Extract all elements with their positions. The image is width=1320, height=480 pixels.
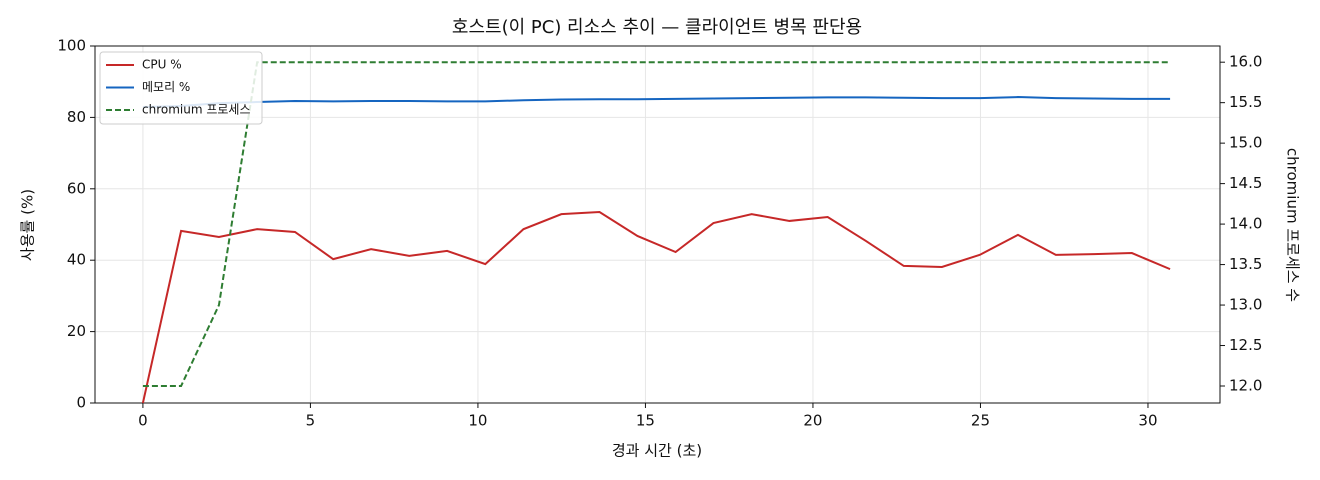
x-tick-label: 5: [306, 412, 316, 430]
y2-tick-label: 13.0: [1229, 296, 1262, 314]
y2-axis-label: chromium 프로세스 수: [1284, 148, 1302, 302]
x-tick-label: 25: [971, 412, 990, 430]
x-tick-label: 20: [803, 412, 822, 430]
x-tick-label: 10: [468, 412, 487, 430]
legend-label: chromium 프로세스: [142, 103, 251, 117]
y2-tick-label: 14.0: [1229, 215, 1262, 233]
y-axis-label: 사용률 (%): [19, 189, 37, 261]
x-tick-label: 0: [138, 412, 148, 430]
series-line: [142, 96, 1171, 109]
y2-tick-label: 15.5: [1229, 93, 1262, 111]
legend: CPU % 메모리 % chromium 프로세스: [99, 51, 263, 125]
y2-tick-label: 12.0: [1229, 377, 1262, 395]
x-axis-label: 경과 시간 (초): [612, 442, 702, 460]
legend-label: 메모리 %: [142, 80, 190, 94]
chart-title: 호스트(이 PC) 리소스 추이 — 클라이언트 병목 판단용: [452, 17, 862, 38]
y-tick-label: 100: [57, 37, 86, 55]
y-tick-label: 60: [67, 179, 86, 197]
series-line: [142, 61, 1171, 387]
legend-box: [99, 51, 263, 125]
y2-tick-label: 15.0: [1229, 134, 1262, 152]
x-tick-label: 15: [636, 412, 655, 430]
x-tick-label: 30: [1138, 412, 1157, 430]
y-tick-label: 20: [67, 322, 86, 340]
legend-label: CPU %: [142, 58, 182, 72]
y-tick-label: 0: [76, 394, 86, 412]
y2-tick-label: 12.5: [1229, 336, 1262, 354]
y2-tick-label: 14.5: [1229, 174, 1262, 192]
y2-tick-label: 16.0: [1229, 53, 1262, 71]
y2-tick-label: 13.5: [1229, 255, 1262, 273]
y-tick-label: 40: [67, 251, 86, 269]
series-line: [141, 210, 1171, 404]
plot-frame: [94, 45, 1221, 404]
y-tick-label: 80: [67, 108, 86, 126]
